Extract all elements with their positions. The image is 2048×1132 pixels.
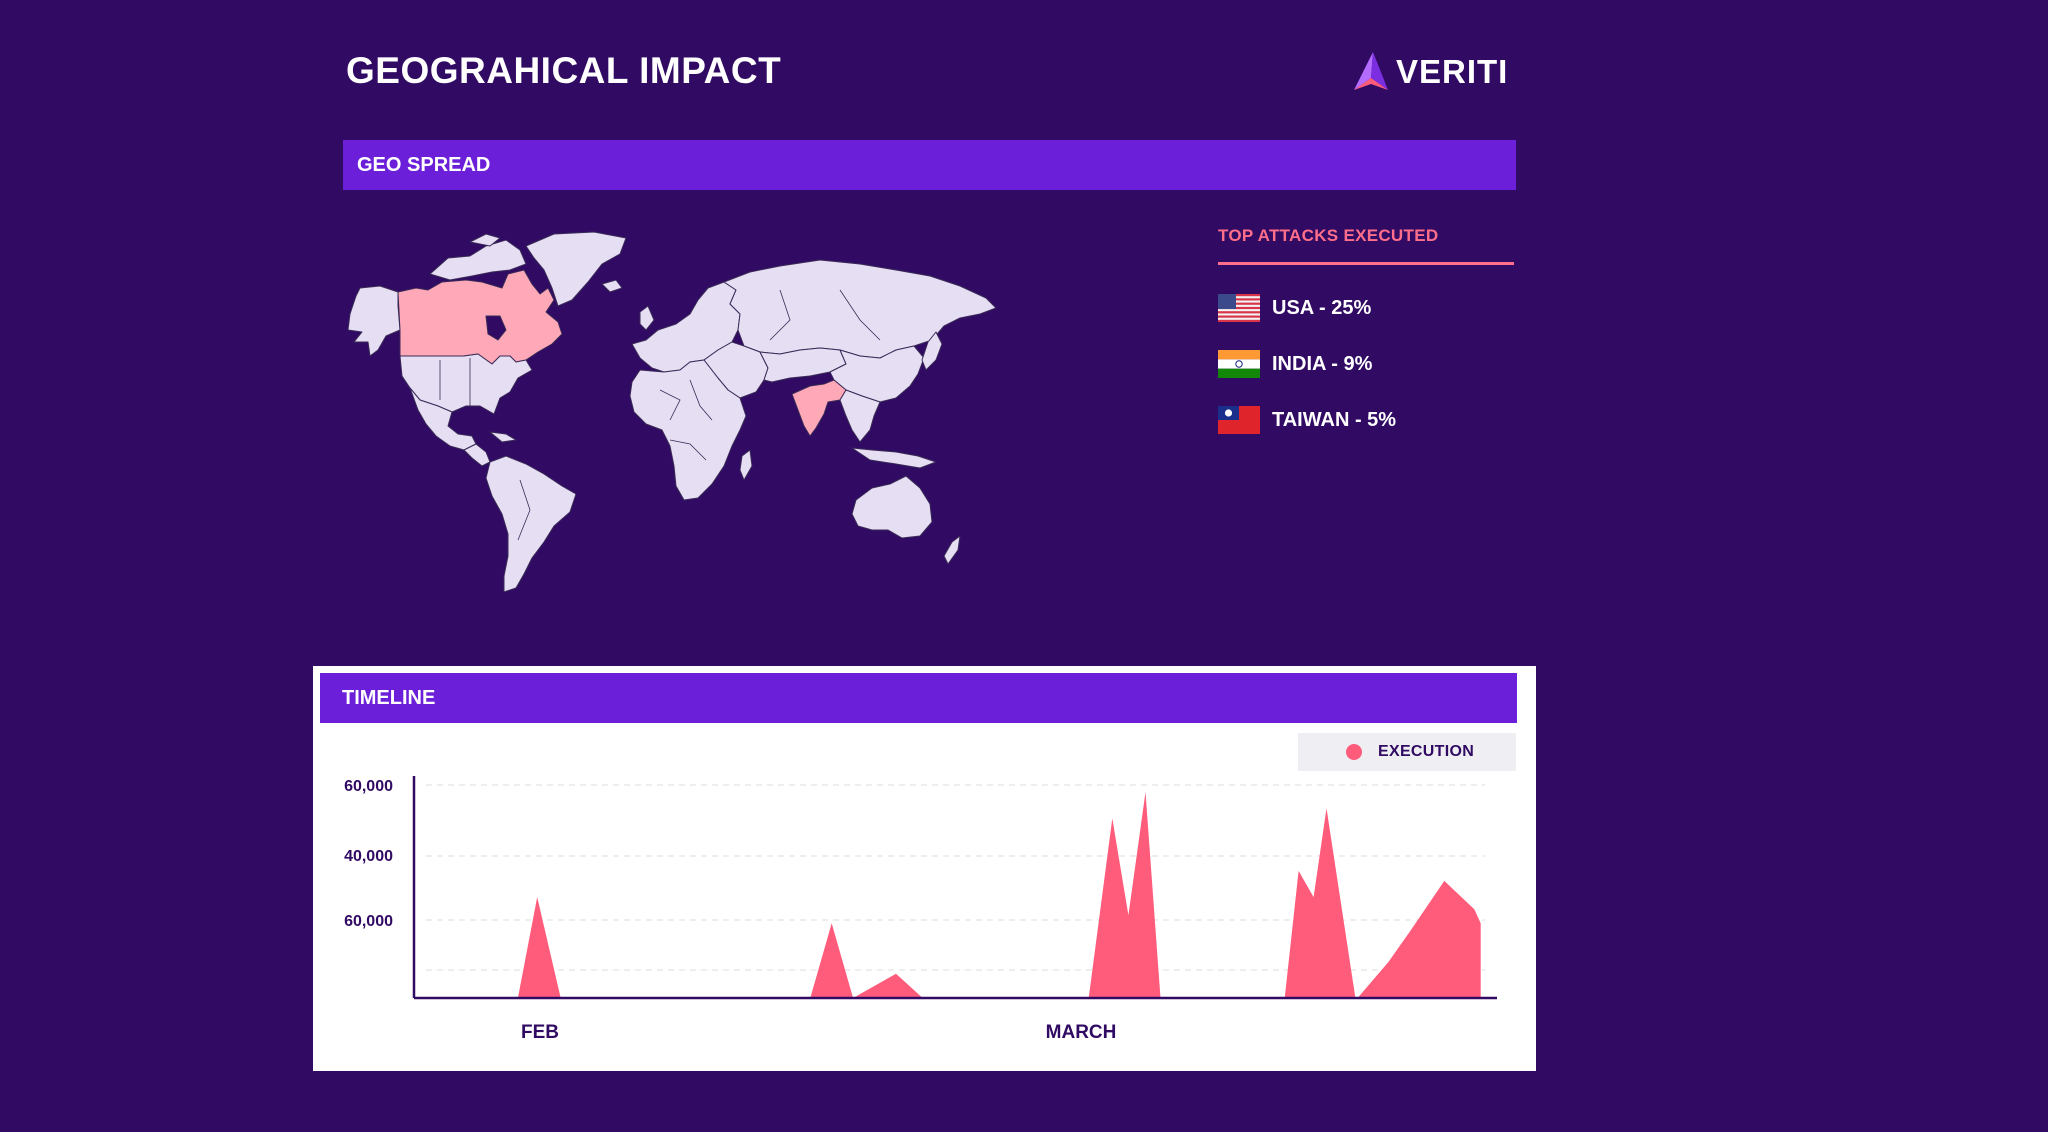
caribbean (489, 431, 517, 443)
veriti-logo: VERITI (1352, 50, 1508, 94)
top-attack-item-taiwan: TAIWAN - 5% (1218, 406, 1396, 434)
arctic-island-2 (469, 233, 501, 247)
x-tick-label: FEB (521, 1022, 559, 1043)
timeline-chart: 60,000 40,000 60,000 FEB MARCH (344, 776, 1497, 1043)
arctic-islands (429, 239, 527, 281)
russia-asia (723, 259, 997, 359)
new-zealand (943, 535, 961, 565)
top-attack-label: TAIWAN - 5% (1272, 408, 1397, 431)
top-attacks-panel: TOP ATTACKS EXECUTED USA - 25% INDIA - (1218, 226, 1514, 434)
top-attacks-title: TOP ATTACKS EXECUTED (1218, 226, 1439, 245)
y-tick-label: 40,000 (344, 848, 393, 865)
uk-island (639, 305, 655, 331)
top-attack-label: INDIA - 9% (1272, 352, 1373, 375)
geo-spread-header: GEO SPREAD (343, 140, 1516, 190)
iceland (601, 279, 623, 293)
legend-marker (1346, 744, 1362, 760)
series-area-execution (414, 792, 1481, 998)
y-tick-label: 60,000 (344, 913, 393, 930)
y-tick-label: 60,000 (344, 778, 393, 795)
usa-flag-icon (1218, 294, 1260, 322)
alaska-region (347, 285, 401, 357)
china-region (829, 345, 925, 403)
top-attack-label: USA - 25% (1272, 296, 1372, 319)
x-tick-label: MARCH (1046, 1022, 1117, 1043)
page-title: GEOGRAHICAL IMPACT (346, 50, 782, 91)
india-flag-icon (1218, 350, 1260, 378)
logo-text: VERITI (1396, 53, 1509, 90)
world-map (340, 230, 1000, 600)
taiwan-flag-icon (1218, 406, 1260, 434)
australia-region (851, 475, 933, 539)
veriti-logo-icon (1354, 52, 1388, 90)
india-region (791, 379, 847, 437)
canada-bay (485, 315, 507, 341)
southeast-asia (839, 389, 881, 443)
timeline-header: TIMELINE (320, 673, 1517, 723)
top-attack-item-usa: USA - 25% (1218, 294, 1371, 322)
greenland (525, 231, 627, 307)
south-america (485, 455, 577, 593)
japan (921, 331, 943, 371)
top-attack-item-india: INDIA - 9% (1218, 350, 1372, 378)
top-attacks-divider (1218, 262, 1514, 265)
madagascar (739, 449, 753, 481)
timeline-card: TIMELINE EXECUTION 60,000 40,000 60,000 FEB… (313, 666, 1536, 1071)
africa-region (629, 359, 747, 501)
indonesia (851, 447, 937, 469)
mexico-region (409, 387, 477, 451)
chart-legend: EXECUTION (1298, 733, 1516, 771)
legend-label: EXECUTION (1378, 743, 1475, 760)
canada-region (397, 269, 563, 365)
